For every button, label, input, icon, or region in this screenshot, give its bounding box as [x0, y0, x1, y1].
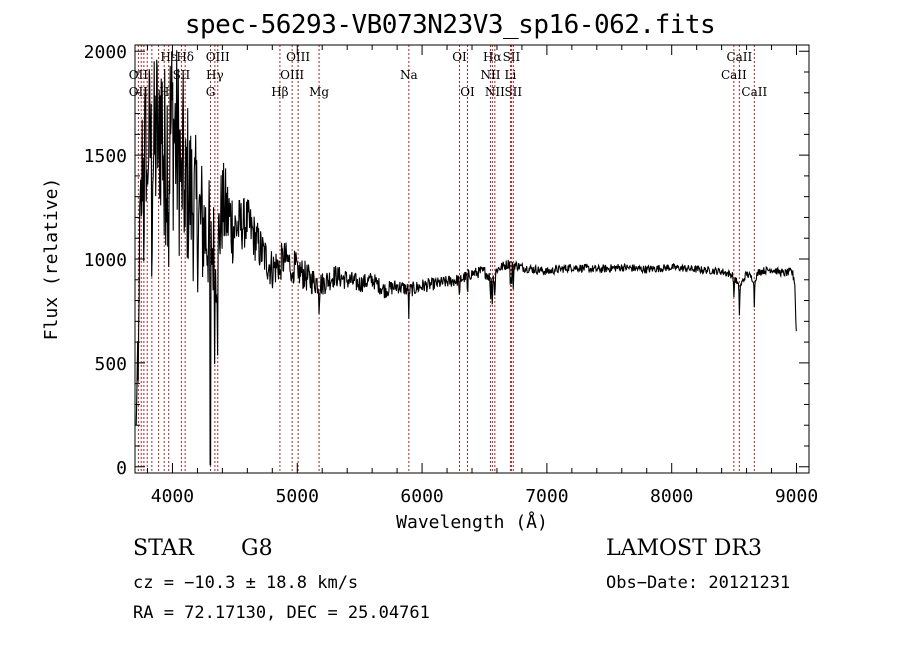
- object-subclass: G8: [241, 536, 273, 561]
- object-class: STAR: [133, 536, 194, 561]
- line-label: NII: [485, 85, 505, 99]
- y-tick-label: 2000: [84, 42, 127, 63]
- line-label: OIII: [286, 50, 310, 64]
- line-labels: Hε Hδ OII SII OII H OIII Hγ G OIII OIII Hβ Mg Na OI OI H…: [129, 50, 768, 99]
- line-label: Hδ: [176, 50, 194, 64]
- spectrum-series: [135, 50, 797, 466]
- line-label: Li: [505, 68, 517, 82]
- x-tick-label: 7000: [525, 486, 568, 507]
- line-label: G: [206, 85, 216, 99]
- line-label: CaII: [741, 85, 767, 99]
- line-label: OII: [129, 68, 149, 82]
- line-label: Hα: [483, 50, 502, 64]
- line-label: Mg: [309, 85, 329, 99]
- x-tick-label: 5000: [276, 486, 319, 507]
- y-tick-label: 1000: [84, 250, 127, 271]
- line-label: NII: [480, 68, 500, 82]
- chart-title: spec-56293-VB073N23V3_sp16-062.fits: [184, 10, 716, 40]
- x-tick-label: 6000: [400, 486, 443, 507]
- emission-line-markers: [137, 45, 755, 473]
- plot-frame: [134, 44, 810, 474]
- x-axis-label: Wavelength (Å): [396, 511, 548, 533]
- line-label: CaII: [721, 68, 747, 82]
- line-label: OIII: [206, 50, 230, 64]
- line-label: H: [159, 85, 169, 99]
- observation-date: Obs−Date: 20121231: [606, 573, 791, 593]
- line-label: Hε: [160, 50, 177, 64]
- line-label: OIII: [280, 68, 304, 82]
- coordinates-readout: RA = 72.17130, DEC = 25.04761: [133, 603, 430, 623]
- x-tick-label: 4000: [151, 486, 194, 507]
- line-label: OI: [460, 85, 475, 99]
- line-label: SII: [503, 50, 521, 64]
- y-tick-label: 0: [116, 458, 127, 479]
- survey-name: LAMOST DR3: [606, 536, 762, 561]
- line-label: Hβ: [271, 85, 288, 99]
- y-tick-label: 500: [94, 354, 127, 375]
- spectrum-line: [135, 50, 797, 466]
- line-label: CaII: [726, 50, 752, 64]
- axis-ticks: 4000 5000 6000 7000 8000 9000 0 500 1000 1500 2000: [84, 42, 819, 507]
- x-tick-label: 8000: [650, 486, 693, 507]
- line-label: OII: [129, 85, 149, 99]
- line-label: Na: [400, 68, 418, 82]
- line-label: Hγ: [206, 68, 224, 82]
- line-label: OI: [452, 50, 467, 64]
- y-tick-label: 1500: [84, 146, 127, 167]
- x-tick-label: 9000: [775, 486, 818, 507]
- y-axis-label: Flux (relative): [41, 178, 62, 341]
- line-label: SII: [504, 85, 522, 99]
- redshift-readout: cz = −10.3 ± 18.8 km/s: [133, 573, 359, 593]
- line-label: SII: [173, 68, 191, 82]
